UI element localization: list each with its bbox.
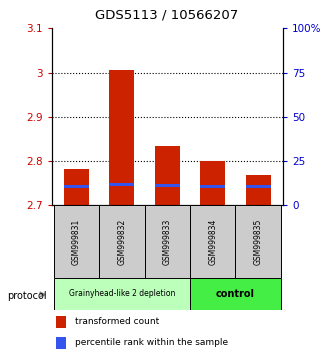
Bar	[99, 205, 145, 278]
Bar	[145, 205, 190, 278]
Text: GSM999835: GSM999835	[254, 218, 263, 265]
Bar	[64, 169, 89, 205]
Text: protocol: protocol	[7, 291, 46, 301]
Bar	[110, 70, 135, 205]
Bar	[155, 145, 180, 205]
Text: GSM999833: GSM999833	[163, 218, 172, 265]
Bar	[235, 205, 281, 278]
Text: control: control	[216, 289, 255, 299]
Bar	[200, 185, 225, 188]
Bar	[155, 184, 180, 187]
Bar	[246, 185, 271, 188]
Bar	[110, 183, 135, 185]
Text: GSM999831: GSM999831	[72, 218, 81, 265]
Bar	[54, 278, 190, 310]
Bar	[64, 185, 89, 188]
Text: Grainyhead-like 2 depletion: Grainyhead-like 2 depletion	[69, 289, 175, 298]
Text: GSM999832: GSM999832	[118, 218, 127, 265]
Text: GSM999834: GSM999834	[208, 218, 217, 265]
Bar	[56, 316, 66, 328]
Text: percentile rank within the sample: percentile rank within the sample	[75, 338, 228, 348]
Text: transformed count: transformed count	[75, 317, 159, 326]
Bar	[190, 278, 281, 310]
Bar	[246, 175, 271, 205]
Bar	[56, 337, 66, 349]
Bar	[200, 161, 225, 205]
Bar	[54, 205, 99, 278]
Bar	[190, 205, 235, 278]
Text: GDS5113 / 10566207: GDS5113 / 10566207	[95, 9, 238, 22]
